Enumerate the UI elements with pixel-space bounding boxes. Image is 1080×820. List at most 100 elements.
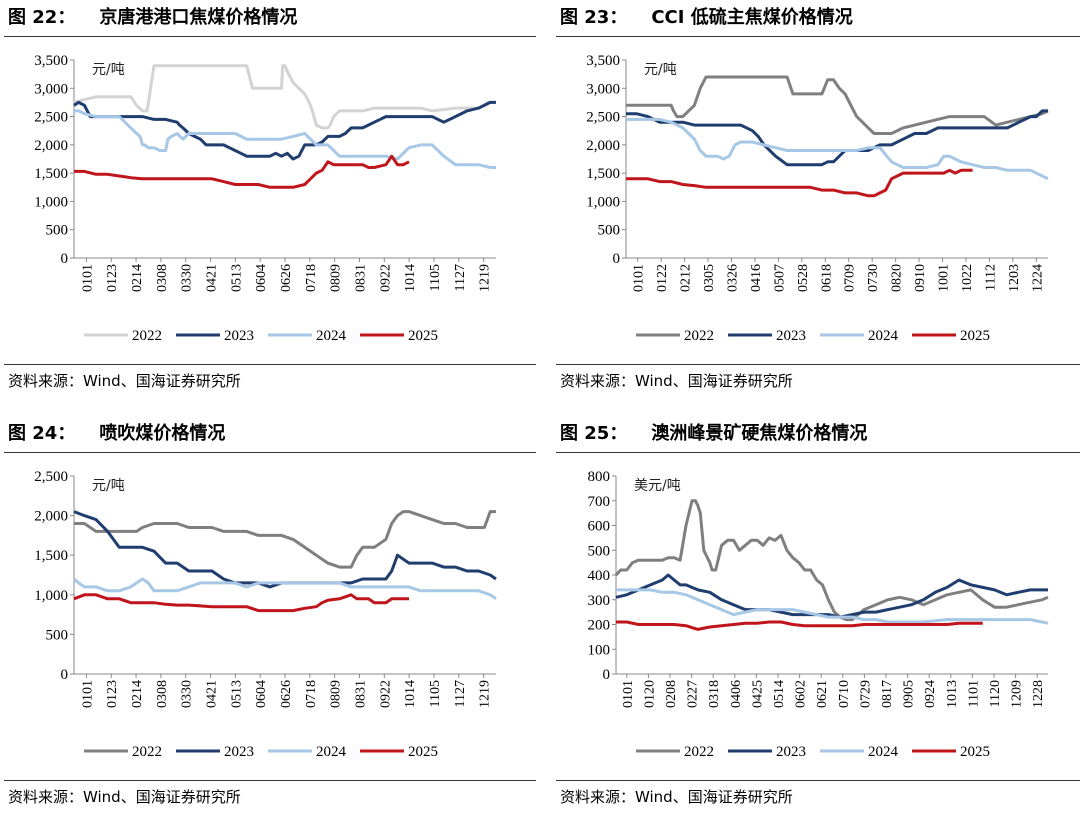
chart-panel-fig22: 图 22： 京唐港港口焦煤价格情况 元/吨 0 500 1,000 1,500 2,000 2… (4, 4, 536, 404)
series-line-2024 (74, 109, 496, 169)
panel-title: 图 25： 澳洲峰景矿硬焦煤价格情况 (560, 420, 867, 448)
unit-label: 元/吨 (644, 62, 677, 78)
x-tick-label: 0227 (686, 680, 701, 708)
x-tick-label: 1127 (453, 264, 468, 291)
series-line-2024 (626, 117, 1049, 181)
legend-label: 2025 (408, 328, 438, 344)
x-tick-label: 0604 (254, 264, 269, 292)
x-tick-label: 0305 (702, 264, 717, 292)
x-tick-label: 0101 (80, 264, 95, 292)
x-tick-label: 0326 (726, 264, 741, 292)
x-tick-label: 1209 (1010, 680, 1025, 708)
x-tick-label: 1219 (478, 264, 493, 292)
x-tick-label: 0406 (729, 680, 744, 708)
x-tick-label: 0718 (304, 264, 319, 292)
legend-label: 2025 (960, 328, 990, 344)
x-tick-label: 0910 (913, 264, 928, 292)
x-tick-label: 1101 (966, 680, 981, 707)
y-tick-label: 800 (588, 469, 611, 485)
x-tick-label: 1228 (1031, 680, 1046, 708)
panel-title: 图 22： 京唐港港口焦煤价格情况 (8, 4, 297, 32)
legend-label: 2023 (224, 744, 254, 760)
x-tick-label: 0330 (180, 264, 195, 292)
y-tick-label: 3,000 (34, 81, 68, 97)
series-line-2022 (626, 75, 1049, 135)
series-line-2023 (73, 510, 497, 589)
x-tick-label: 0528 (796, 264, 811, 292)
legend-label: 2022 (684, 328, 714, 344)
y-tick-label: 2,000 (586, 138, 620, 154)
unit-label: 美元/吨 (634, 478, 681, 494)
x-tick-label: 0905 (902, 680, 917, 708)
figure-title: 澳洲峰景矿硬焦煤价格情况 (651, 423, 868, 444)
y-tick-label: 1,500 (34, 166, 68, 182)
y-tick-label: 100 (588, 642, 611, 658)
chart-panel-fig25: 图 25： 澳洲峰景矿硬焦煤价格情况 美元/吨 0 100 200 300 400 500 60… (556, 420, 1080, 820)
x-tick-label: 0626 (279, 680, 294, 708)
x-tick-label: 0618 (819, 264, 834, 292)
x-tick-label: 1105 (428, 264, 443, 291)
x-tick-label: 0514 (772, 680, 787, 708)
series-line-2025 (626, 168, 973, 198)
y-tick-label: 2,500 (34, 469, 68, 485)
x-tick-label: 1014 (403, 264, 418, 292)
x-tick-label: 0513 (229, 264, 244, 292)
unit-label: 元/吨 (92, 62, 125, 78)
line-chart-fig25: 美元/吨 0 100 200 300 400 500 600 700 800 0101 0120 020… (588, 469, 1049, 760)
x-tick-label: 0214 (130, 680, 145, 708)
x-tick-label: 0718 (304, 680, 319, 708)
y-tick-label: 700 (588, 494, 611, 510)
x-tick-label: 0626 (279, 264, 294, 292)
x-tick-label: 0809 (329, 264, 344, 292)
y-tick-label: 400 (588, 568, 611, 584)
x-tick-label: 1219 (478, 680, 493, 708)
y-tick-label: 300 (588, 593, 611, 609)
legend-label: 2023 (776, 328, 806, 344)
x-tick-label: 0710 (837, 680, 852, 708)
x-tick-label: 0101 (621, 680, 636, 708)
series-line-2023 (615, 573, 1048, 619)
x-tick-label: 1014 (403, 680, 418, 708)
x-tick-label: 0817 (880, 680, 895, 708)
x-tick-label: 1203 (1007, 264, 1022, 292)
x-tick-label: 1127 (453, 680, 468, 707)
x-tick-label: 0831 (353, 680, 368, 708)
x-tick-label: 0604 (254, 680, 269, 708)
source-rule (556, 364, 1080, 365)
figure-title: 京唐港港口焦煤价格情况 (99, 7, 298, 28)
source-rule (4, 364, 536, 365)
y-tick-label: 0 (603, 667, 611, 683)
y-tick-label: 2,500 (586, 110, 620, 126)
panel-title: 图 23： CCI 低硫主焦煤价格情况 (560, 4, 853, 32)
y-tick-label: 2,500 (34, 110, 68, 126)
x-tick-label: 0729 (858, 680, 873, 708)
source-note: 资料来源：Wind、国海证券研究所 (560, 372, 793, 390)
chart-panel-fig24: 图 24： 喷吹煤价格情况 元/吨 0 500 1,000 1,500 2,000 2,500… (4, 420, 536, 820)
legend-label: 2023 (776, 744, 806, 760)
x-tick-label: 0820 (890, 264, 905, 292)
x-tick-label: 0421 (205, 680, 220, 708)
y-tick-label: 1,000 (586, 194, 620, 210)
legend-label: 2022 (132, 328, 162, 344)
title-rule (556, 452, 1080, 453)
figure-number: 图 22： (8, 7, 76, 28)
x-tick-label: 0922 (378, 680, 393, 708)
x-tick-label: 1013 (945, 680, 960, 708)
series-line-2024 (616, 588, 1049, 625)
legend-label: 2024 (868, 744, 899, 760)
series-line-2025 (74, 154, 410, 189)
x-tick-label: 1112 (983, 264, 998, 291)
title-rule (4, 36, 536, 37)
legend-label: 2024 (868, 328, 899, 344)
series-line-2025 (73, 593, 409, 613)
y-tick-label: 500 (598, 223, 621, 239)
x-tick-label: 0924 (923, 680, 938, 708)
legend-label: 2022 (684, 744, 714, 760)
y-tick-label: 2,000 (34, 138, 68, 154)
line-chart-fig22: 元/吨 0 500 1,000 1,500 2,000 2,500 3,000 3,500 010… (34, 53, 496, 344)
x-tick-label: 0425 (750, 680, 765, 708)
chart-panel-fig23: 图 23： CCI 低硫主焦煤价格情况 元/吨 0 500 1,000 1,500 2,00… (556, 4, 1080, 404)
x-tick-label: 0831 (353, 264, 368, 292)
series-line-2025 (616, 620, 983, 631)
source-rule (4, 780, 536, 781)
